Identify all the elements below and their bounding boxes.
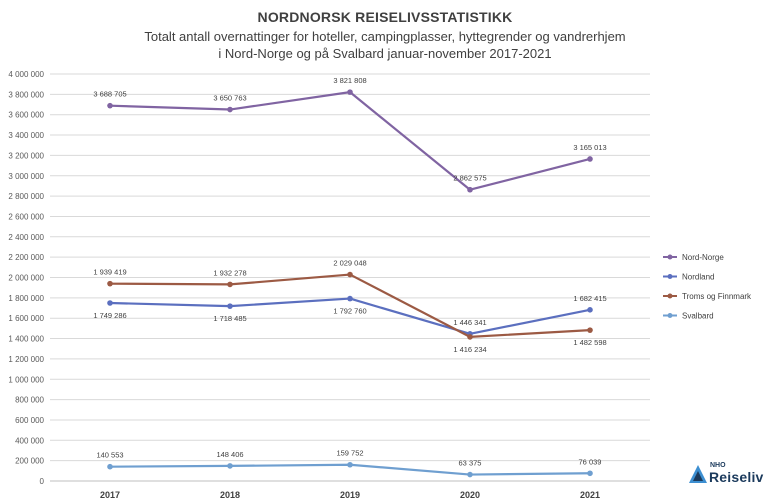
data-label: 1 682 415: [573, 294, 606, 303]
data-point: [467, 334, 473, 340]
legend-marker: [667, 274, 673, 279]
data-label: 3 688 705: [93, 90, 126, 99]
data-label: 159 752: [336, 449, 363, 458]
y-tick-label: 1 200 000: [8, 355, 44, 364]
data-point: [107, 463, 113, 470]
legend-label: Nord-Norge: [682, 253, 724, 262]
y-tick-label: 3 400 000: [8, 131, 44, 140]
y-tick-label: 2 000 000: [8, 274, 44, 283]
data-point: [467, 186, 473, 193]
x-tick-label: 2021: [580, 490, 600, 500]
legend-marker: [667, 313, 673, 318]
series-line: [109, 297, 591, 335]
data-point: [107, 300, 113, 306]
y-tick-label: 0: [40, 477, 45, 486]
data-point: [347, 271, 353, 278]
data-point: [227, 303, 233, 309]
data-point: [467, 471, 473, 478]
data-label: 1 939 419: [93, 268, 126, 277]
data-point: [587, 307, 593, 313]
data-point: [227, 106, 233, 113]
y-tick-label: 3 200 000: [8, 151, 44, 160]
chart-title: NORDNORSK REISELIVSSTATISTIKK: [257, 9, 513, 25]
y-tick-label: 1 800 000: [8, 294, 44, 303]
data-label: 2 029 048: [333, 259, 366, 268]
y-tick-label: 3 800 000: [8, 90, 44, 99]
y-tick-label: 800 000: [15, 396, 44, 405]
y-tick-label: 400 000: [15, 436, 44, 445]
data-label: 76 039: [579, 457, 602, 466]
logo-mark-icon: [689, 465, 707, 483]
data-point: [227, 463, 233, 469]
data-label: 148 406: [216, 450, 243, 459]
y-tick-label: 200 000: [15, 457, 44, 466]
legend-label: Troms og Finnmark: [682, 292, 752, 301]
data-label: 3 821 808: [333, 76, 366, 85]
logo-small-text: NHO: [710, 462, 726, 469]
legend-marker: [667, 254, 673, 260]
data-label: 1 482 598: [573, 338, 606, 347]
data-point: [107, 102, 113, 109]
data-point: [587, 470, 593, 477]
data-label: 1 416 234: [453, 345, 486, 354]
data-point: [587, 156, 593, 162]
legend-label: Nordland: [682, 273, 714, 282]
data-point: [347, 295, 353, 302]
nho-reiseliv-logo: NHO Reiseliv: [688, 462, 763, 488]
data-point: [347, 89, 353, 95]
data-point: [347, 461, 353, 468]
chart-subtitle-line1: Totalt antall overnattinger for hoteller…: [144, 29, 626, 44]
data-label: 1 718 485: [213, 314, 246, 323]
x-tick-label: 2018: [220, 490, 240, 500]
data-point: [107, 280, 113, 287]
data-label: 3 165 013: [573, 143, 606, 152]
y-tick-label: 2 200 000: [8, 253, 44, 262]
y-tick-label: 3 600 000: [8, 111, 44, 120]
data-label: 3 650 763: [213, 94, 246, 103]
y-tick-label: 1 600 000: [8, 314, 44, 323]
y-tick-label: 1 400 000: [8, 335, 44, 344]
data-label: 1 749 286: [93, 311, 126, 320]
chart-subtitle-line2: i Nord-Norge og på Svalbard januar-novem…: [218, 46, 552, 61]
data-label: 2 862 575: [453, 174, 486, 183]
data-label: 140 553: [96, 451, 123, 460]
data-label: 1 792 760: [333, 307, 366, 316]
x-tick-label: 2017: [100, 490, 120, 500]
legend-label: Svalbard: [682, 312, 714, 321]
y-tick-label: 4 000 000: [8, 70, 44, 79]
y-tick-label: 2 600 000: [8, 212, 44, 221]
y-tick-label: 3 000 000: [8, 172, 44, 181]
series-line: [109, 91, 591, 191]
y-tick-label: 2 400 000: [8, 233, 44, 242]
legend-marker: [667, 293, 673, 299]
data-label: 1 446 341: [453, 318, 486, 327]
data-label: 1 932 278: [213, 268, 246, 277]
x-tick-label: 2019: [340, 490, 360, 500]
data-label: 63 375: [459, 459, 482, 468]
y-tick-label: 1 000 000: [8, 375, 44, 384]
data-point: [227, 281, 233, 288]
x-tick-label: 2020: [460, 490, 480, 500]
y-tick-label: 2 800 000: [8, 192, 44, 201]
y-tick-label: 600 000: [15, 416, 44, 425]
logo-big-text: Reiseliv: [709, 469, 764, 485]
data-point: [587, 327, 593, 333]
